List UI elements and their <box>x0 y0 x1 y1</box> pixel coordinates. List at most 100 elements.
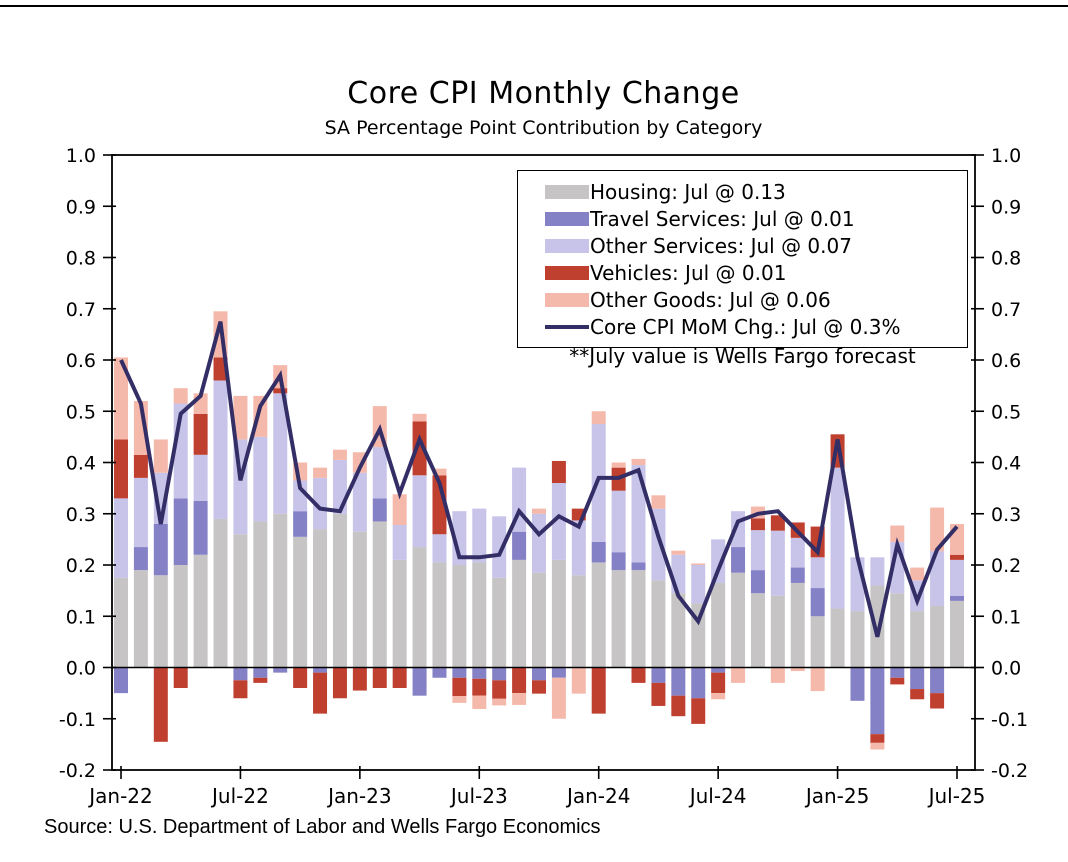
legend-label: Other Goods: Jul @ 0.06 <box>590 287 831 312</box>
forecast-note: **July value is Wells Fargo forecast <box>569 344 916 368</box>
bar-segment-vehicles <box>452 677 467 697</box>
bar-segment-other-services <box>611 490 626 553</box>
bar-segment-travel-services <box>870 667 885 735</box>
chart-legend: Housing: Jul @ 0.13 Travel Services: Jul … <box>517 170 968 348</box>
legend-label: Housing: Jul @ 0.13 <box>590 179 786 204</box>
bar-segment-vehicles <box>870 734 885 743</box>
y-tick-label-left: 0.4 <box>66 453 96 475</box>
x-tick-label: Jan-25 <box>804 784 870 808</box>
legend-color-swatch <box>545 238 589 253</box>
y-tick-label-left: 0.5 <box>66 401 96 423</box>
bar-segment-travel-services <box>512 531 527 560</box>
bar-segment-other-goods <box>890 525 905 542</box>
bar-segment-housing <box>472 562 487 668</box>
bar-segment-other-goods <box>532 508 546 514</box>
bar-segment-other-goods <box>332 449 347 460</box>
bar-segment-other-services <box>133 477 148 548</box>
bar-segment-housing <box>173 565 188 668</box>
y-tick-label-right: -0.2 <box>991 760 1028 782</box>
stacked-bars-layer <box>114 311 964 750</box>
bar-segment-housing <box>790 582 805 668</box>
bar-segment-other-goods <box>731 667 746 683</box>
legend-label: Other Services: Jul @ 0.07 <box>590 233 852 258</box>
bar-segment-other-services <box>253 436 268 522</box>
bar-segment-housing <box>950 600 964 668</box>
y-tick-label-right: 0.3 <box>991 504 1021 526</box>
y-tick-label-left: 0.0 <box>66 658 96 680</box>
bar-segment-housing <box>372 521 387 668</box>
bar-segment-vehicles <box>153 667 168 742</box>
bar-segment-housing <box>352 531 367 668</box>
bar-segment-other-services <box>830 467 845 609</box>
bar-segment-other-goods <box>173 388 188 404</box>
x-axis: Jan-22 Jul-22 Jan-23 Jul-23 Jan-24 Jul-24 Jan-… <box>87 766 985 808</box>
bar-segment-other-goods <box>591 411 606 425</box>
legend-entry-0: Housing: Jul @ 0.13 <box>545 178 967 205</box>
bar-segment-housing <box>114 577 128 668</box>
bar-segment-housing <box>532 572 546 668</box>
bar-segment-travel-services <box>153 524 168 576</box>
bar-segment-other-goods <box>153 439 168 473</box>
bar-segment-vehicles <box>412 421 427 476</box>
bar-segment-vehicles <box>233 680 248 699</box>
y-tick-label-left: 1.0 <box>66 145 96 167</box>
bar-segment-other-goods <box>114 357 128 440</box>
bar-segment-travel-services <box>452 667 467 678</box>
bar-segment-travel-services <box>372 498 387 522</box>
y-axes: 1.0 1.0 0.9 0.9 0.8 0.8 0.7 0.7 0.6 0.6 0.5 0.5 0.4 0… <box>59 145 1028 782</box>
bar-segment-vehicles <box>332 667 347 699</box>
bar-segment-housing <box>551 559 566 668</box>
bar-segment-housing <box>870 585 885 668</box>
bar-segment-travel-services <box>790 567 805 583</box>
bar-segment-other-goods <box>910 567 925 581</box>
y-tick-label-right: 0.5 <box>991 401 1021 423</box>
legend-color-swatch <box>545 265 589 280</box>
y-tick-label-left: -0.2 <box>59 760 96 782</box>
bar-segment-travel-services <box>810 588 825 617</box>
bar-segment-housing <box>253 521 268 668</box>
bar-segment-travel-services <box>114 667 128 694</box>
y-tick-label-right: 0.0 <box>991 658 1021 680</box>
bar-segment-vehicles <box>273 388 288 394</box>
bar-segment-vehicles <box>392 667 407 688</box>
bar-segment-vehicles <box>293 667 308 688</box>
bar-segment-vehicles <box>114 439 128 499</box>
bar-segment-housing <box>890 593 905 668</box>
y-tick-label-right: 0.6 <box>991 350 1021 372</box>
bar-segment-vehicles <box>551 460 566 483</box>
bar-segment-travel-services <box>233 667 248 681</box>
y-tick-label-left: 0.9 <box>66 196 96 218</box>
y-tick-label-right: -0.1 <box>991 709 1028 731</box>
bar-segment-housing <box>750 593 765 668</box>
chart-subtitle: SA Percentage Point Contribution by Cate… <box>324 117 763 139</box>
bar-segment-other-goods <box>233 395 248 440</box>
bar-segment-housing <box>492 577 507 668</box>
x-tick-label: Jul-24 <box>688 784 747 808</box>
bar-segment-vehicles <box>472 678 487 696</box>
bar-segment-vehicles <box>193 413 208 455</box>
bar-segment-other-goods <box>492 698 507 706</box>
bar-segment-other-services <box>930 551 945 606</box>
bar-segment-other-services <box>551 483 566 560</box>
bar-segment-other-services <box>372 447 387 499</box>
bar-segment-travel-services <box>193 500 208 555</box>
bar-segment-housing <box>671 593 686 668</box>
bar-segment-housing <box>233 534 248 668</box>
bar-segment-housing <box>571 575 586 668</box>
bar-segment-other-services <box>810 557 825 589</box>
bar-segment-travel-services <box>890 667 905 678</box>
bar-segment-other-services <box>332 459 347 514</box>
bar-segment-other-goods <box>611 462 626 468</box>
bar-segment-housing <box>293 536 308 668</box>
bar-segment-housing <box>711 582 726 668</box>
bar-segment-other-services <box>492 516 507 578</box>
bar-segment-travel-services <box>850 667 865 701</box>
bar-segment-other-goods <box>571 667 586 694</box>
bar-segment-travel-services <box>253 667 268 678</box>
bar-segment-other-services <box>273 393 288 514</box>
bar-segment-other-goods <box>930 507 945 552</box>
legend-color-swatch <box>545 184 589 199</box>
bar-segment-housing <box>731 572 746 668</box>
